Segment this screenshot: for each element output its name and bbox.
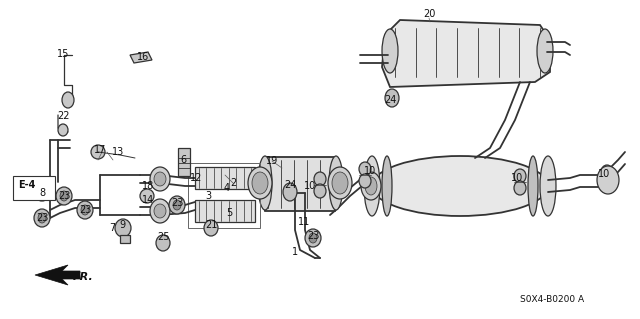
Ellipse shape — [91, 145, 105, 159]
Ellipse shape — [150, 199, 170, 223]
Ellipse shape — [365, 177, 377, 195]
Bar — [120, 235, 130, 243]
Ellipse shape — [115, 219, 131, 237]
Text: 14: 14 — [142, 195, 154, 205]
Text: 4: 4 — [224, 183, 230, 193]
Ellipse shape — [314, 184, 326, 198]
Ellipse shape — [62, 92, 74, 108]
Text: 23: 23 — [79, 205, 91, 215]
Ellipse shape — [38, 213, 46, 223]
Ellipse shape — [514, 169, 526, 183]
Ellipse shape — [34, 185, 50, 201]
Ellipse shape — [34, 209, 50, 227]
Ellipse shape — [81, 205, 89, 215]
Text: 10: 10 — [511, 173, 523, 183]
Ellipse shape — [597, 166, 619, 194]
Text: 24: 24 — [384, 95, 396, 105]
Ellipse shape — [601, 177, 613, 191]
Text: 20: 20 — [423, 9, 435, 19]
Ellipse shape — [329, 156, 343, 210]
FancyBboxPatch shape — [13, 176, 55, 200]
Ellipse shape — [305, 229, 321, 247]
Ellipse shape — [540, 156, 556, 216]
Ellipse shape — [58, 124, 68, 136]
Ellipse shape — [528, 156, 538, 216]
Text: 22: 22 — [57, 111, 69, 121]
Text: 6: 6 — [180, 155, 186, 165]
Text: 17: 17 — [94, 145, 106, 155]
Text: 10: 10 — [304, 181, 316, 191]
Ellipse shape — [60, 191, 68, 201]
Ellipse shape — [154, 204, 166, 218]
Ellipse shape — [328, 167, 352, 199]
Ellipse shape — [150, 167, 170, 191]
Text: 15: 15 — [57, 49, 69, 59]
Text: FR.: FR. — [73, 272, 93, 282]
Ellipse shape — [248, 167, 272, 199]
Text: 23: 23 — [307, 231, 319, 241]
Ellipse shape — [361, 172, 381, 200]
Ellipse shape — [154, 172, 166, 186]
Text: 23: 23 — [36, 213, 48, 223]
Text: 12: 12 — [190, 173, 202, 183]
Ellipse shape — [364, 156, 380, 216]
Ellipse shape — [314, 172, 326, 186]
Ellipse shape — [359, 174, 371, 188]
Text: 10: 10 — [598, 169, 610, 179]
Text: 16: 16 — [137, 52, 149, 62]
Ellipse shape — [382, 29, 398, 73]
Polygon shape — [35, 265, 80, 285]
Text: S0X4-B0200 A: S0X4-B0200 A — [520, 295, 584, 304]
Text: 21: 21 — [205, 220, 217, 230]
Ellipse shape — [309, 233, 317, 243]
Ellipse shape — [283, 183, 297, 201]
Text: 25: 25 — [157, 232, 169, 242]
Text: 18: 18 — [142, 181, 154, 191]
Bar — [195, 200, 255, 222]
Ellipse shape — [38, 189, 46, 197]
Text: 9: 9 — [119, 220, 125, 230]
Ellipse shape — [372, 156, 548, 216]
Text: 7: 7 — [109, 223, 115, 233]
Text: 19: 19 — [266, 156, 278, 166]
Ellipse shape — [140, 189, 154, 203]
Text: 2: 2 — [230, 178, 236, 188]
Ellipse shape — [252, 172, 268, 194]
Text: 23: 23 — [171, 198, 183, 208]
Ellipse shape — [332, 172, 348, 194]
Text: 13: 13 — [112, 147, 124, 157]
Ellipse shape — [359, 162, 371, 176]
Text: E-4: E-4 — [19, 180, 36, 190]
Ellipse shape — [601, 165, 613, 179]
Ellipse shape — [169, 196, 185, 214]
Ellipse shape — [204, 220, 218, 236]
Text: 10: 10 — [364, 166, 376, 176]
Text: 11: 11 — [298, 217, 310, 227]
Ellipse shape — [56, 187, 72, 205]
Text: 3: 3 — [205, 191, 211, 201]
Polygon shape — [382, 20, 550, 87]
Ellipse shape — [537, 29, 553, 73]
Text: 1: 1 — [292, 247, 298, 257]
Bar — [188, 163, 260, 228]
Polygon shape — [260, 157, 340, 211]
Text: 23: 23 — [58, 191, 70, 201]
Ellipse shape — [258, 156, 272, 210]
Bar — [178, 148, 190, 176]
Text: 8: 8 — [39, 188, 45, 198]
Ellipse shape — [77, 201, 93, 219]
Ellipse shape — [382, 156, 392, 216]
Ellipse shape — [385, 89, 399, 107]
Text: 24: 24 — [284, 180, 296, 190]
Ellipse shape — [156, 235, 170, 251]
Bar — [195, 167, 255, 189]
Text: 5: 5 — [226, 208, 232, 218]
Ellipse shape — [514, 181, 526, 195]
Polygon shape — [130, 52, 152, 63]
Ellipse shape — [173, 200, 181, 210]
